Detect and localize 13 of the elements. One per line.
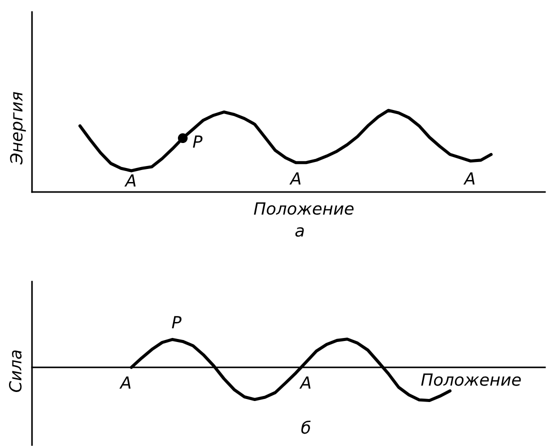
- annotation: A: [299, 376, 310, 389]
- text: P: [172, 316, 182, 328]
- annotation: A: [463, 172, 475, 185]
- annotation: P: [192, 135, 202, 148]
- y-axis-title: Энергия: [10, 92, 26, 165]
- annotation: A: [124, 174, 136, 187]
- x-axis-title: Положение: [421, 374, 521, 386]
- annotation: A: [119, 376, 131, 389]
- x-axis-title: Положение: [254, 202, 354, 215]
- y-axis-title: Сила: [8, 350, 22, 392]
- text: а: [295, 227, 304, 237]
- text: б: [301, 420, 311, 434]
- annotation: A: [289, 172, 301, 185]
